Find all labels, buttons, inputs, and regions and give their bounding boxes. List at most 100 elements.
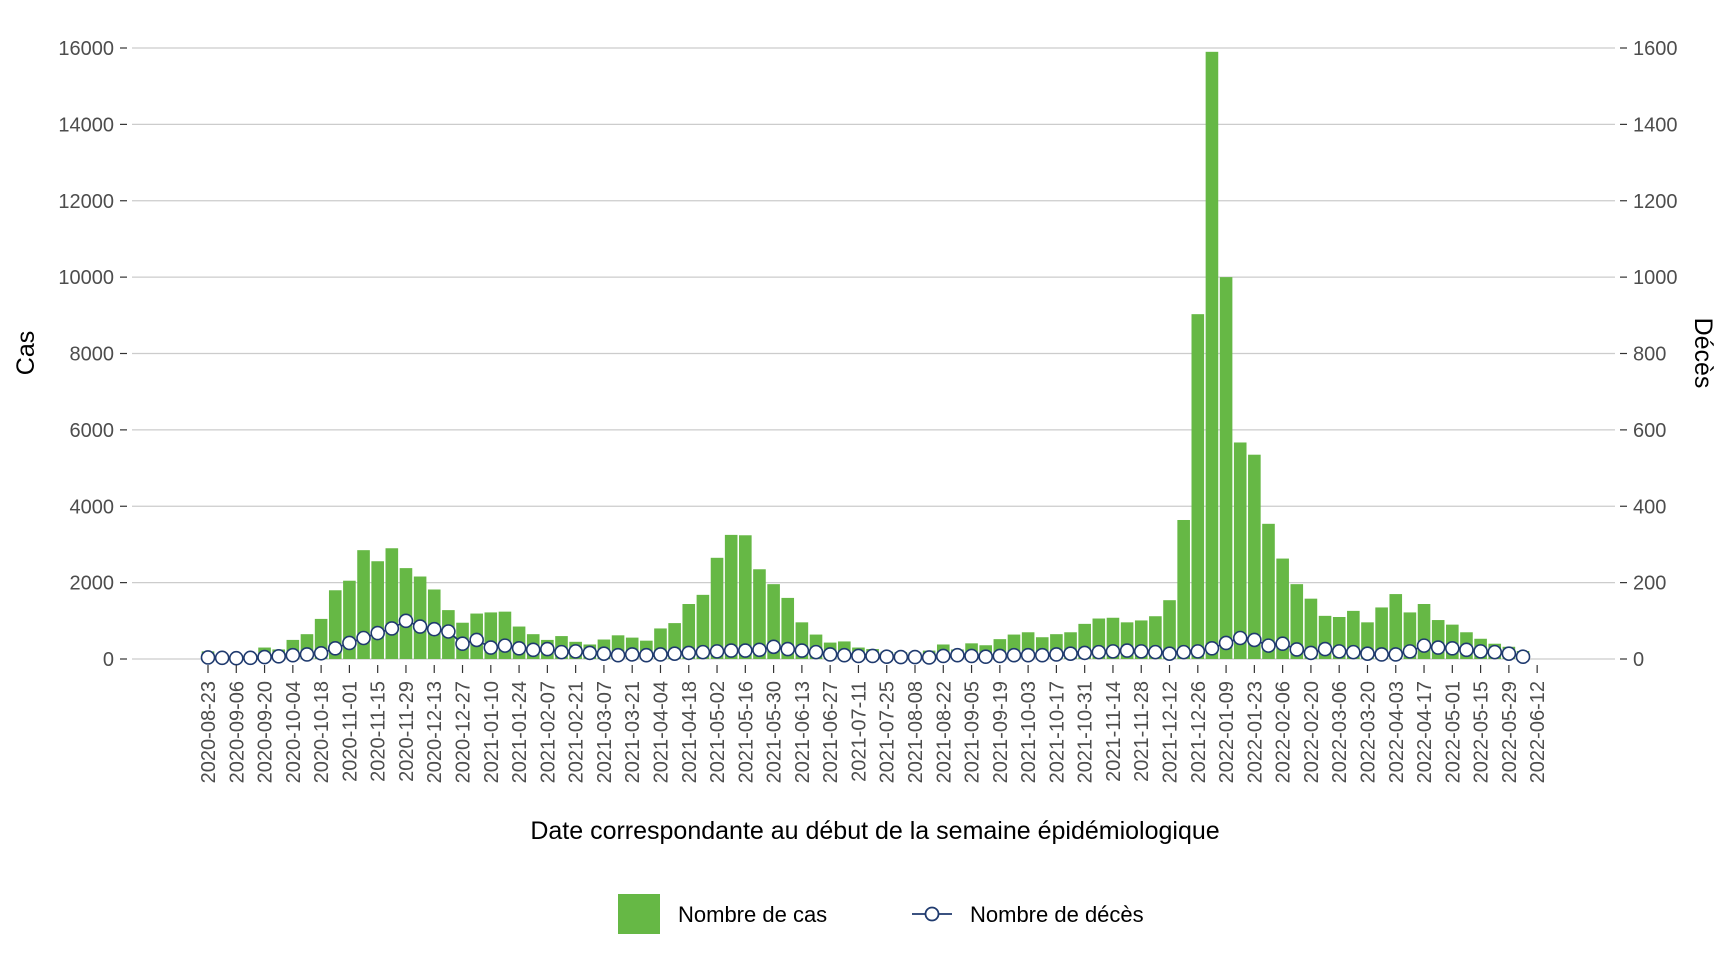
left-tick-label-0: 0 [103, 649, 114, 671]
legend-label-deaths: Nombre de décès [970, 902, 1144, 927]
right-tick-label-0: 0 [1633, 649, 1644, 671]
left-tick-label-16000: 16000 [58, 38, 114, 60]
x-tick-label-2021-09-05: 2021-09-05 [962, 681, 984, 783]
point-2022-03-13 [1346, 644, 1361, 660]
point-2021-03-07 [596, 646, 612, 661]
x-tick-label-2021-11-28: 2021-11-28 [1131, 681, 1153, 782]
point-2021-06-20 [808, 644, 824, 660]
x-tick-label-2022-05-29: 2022-05-29 [1499, 681, 1521, 783]
x-tick-label-2021-09-19: 2021-09-19 [990, 681, 1012, 783]
point-2021-08-08 [907, 649, 923, 665]
point-2022-05-01 [1445, 641, 1460, 656]
x-tick-label-2021-06-13: 2021-06-13 [792, 681, 814, 783]
bar-2022-01-02 [1205, 51, 1219, 660]
point-2021-04-18 [681, 645, 697, 661]
point-2021-01-10 [483, 640, 499, 655]
point-2021-11-14 [1105, 644, 1121, 659]
y-axis-title: Cas [12, 331, 40, 375]
x-tick-label-2020-09-06: 2020-09-06 [226, 681, 248, 783]
point-2021-08-22 [935, 648, 951, 664]
x-tick-label-2021-10-17: 2021-10-17 [1046, 681, 1068, 783]
x-tick-label-2021-07-11: 2021-07-11 [848, 681, 870, 782]
point-2021-01-24 [511, 641, 527, 656]
x-tick-label-2021-08-22: 2021-08-22 [933, 681, 955, 783]
point-2020-12-06 [412, 619, 428, 634]
x-tick-label-2022-05-01: 2022-05-01 [1442, 681, 1464, 783]
right-tick-label-800: 800 [1633, 344, 1666, 366]
point-2022-05-08 [1459, 642, 1474, 658]
point-2021-10-10 [1034, 647, 1050, 663]
bar-2020-11-22 [385, 548, 399, 659]
point-2020-10-18 [313, 645, 329, 661]
point-2022-01-23 [1247, 632, 1262, 648]
point-2021-05-30 [766, 639, 781, 655]
x-tick-label-2020-09-20: 2020-09-20 [255, 681, 277, 783]
x-tick-label-2021-04-04: 2021-04-04 [650, 681, 672, 783]
point-2021-05-02 [709, 644, 725, 659]
point-2022-01-30 [1261, 638, 1276, 653]
x-tick-label-2021-12-12: 2021-12-12 [1160, 681, 1182, 783]
point-2021-07-11 [851, 648, 866, 664]
left-tick-label-14000: 14000 [58, 114, 114, 136]
bar-2021-05-16 [739, 535, 752, 659]
point-2021-03-14 [610, 647, 626, 663]
x-tick-label-2021-02-21: 2021-02-21 [566, 681, 588, 783]
x-tick-label-2021-05-16: 2021-05-16 [735, 681, 757, 783]
point-2020-12-13 [426, 621, 442, 637]
x-tick-label-2020-11-01: 2020-11-01 [339, 681, 361, 782]
bar-2021-05-09 [724, 534, 738, 659]
point-2021-04-11 [667, 646, 682, 661]
bar-2021-04-25 [696, 594, 710, 659]
x-tick-label-2020-08-23: 2020-08-23 [198, 681, 220, 783]
point-2020-11-29 [398, 613, 414, 629]
bar-2022-03-27 [1375, 607, 1388, 659]
bar-2021-04-18 [682, 604, 696, 659]
point-2022-04-17 [1416, 638, 1432, 653]
x-axis: 2020-08-23 2020-09-06 2020-09-20 2020-10-04… [198, 665, 1549, 783]
gridlines [132, 47, 1615, 660]
point-2021-06-13 [794, 643, 810, 658]
x-tick-label-2021-10-31: 2021-10-31 [1075, 681, 1097, 783]
x-tick-label-2020-12-27: 2020-12-27 [453, 681, 475, 783]
point-2020-10-11 [299, 647, 315, 662]
right-tick-label-1000: 1000 [1633, 267, 1678, 289]
left-axis: 0 2000 4000 6000 8000 10000 12000 14000 16000 [58, 38, 127, 671]
point-2021-10-31 [1077, 645, 1092, 661]
point-2021-05-23 [752, 642, 767, 658]
x-tick-label-2021-05-02: 2021-05-02 [707, 681, 729, 783]
x-tick-label-2022-04-17: 2022-04-17 [1414, 681, 1436, 783]
point-2021-04-04 [653, 647, 668, 662]
x-tick-label-2021-03-07: 2021-03-07 [594, 681, 616, 783]
x-tick-label-2020-11-15: 2020-11-15 [368, 681, 390, 782]
x-tick-label-2022-01-09: 2022-01-09 [1216, 681, 1238, 783]
point-2021-04-25 [695, 644, 711, 660]
point-2021-02-14 [554, 644, 569, 660]
point-2021-09-12 [978, 649, 994, 665]
x-tick-label-2022-06-12: 2022-06-12 [1527, 681, 1549, 783]
point-2022-01-02 [1204, 641, 1220, 656]
point-2022-02-27 [1317, 641, 1333, 657]
point-2022-05-15 [1473, 644, 1488, 659]
point-2022-02-13 [1289, 642, 1305, 657]
point-2021-03-28 [639, 647, 654, 663]
bar-2020-12-06 [413, 576, 427, 659]
point-2022-03-20 [1360, 646, 1375, 661]
right-tick-label-400: 400 [1633, 496, 1666, 518]
bar-2021-12-26 [1191, 314, 1205, 659]
point-2021-09-05 [964, 648, 979, 664]
right-tick-label-1600: 1600 [1633, 38, 1678, 60]
bar-2022-01-16 [1233, 442, 1247, 659]
x-tick-label-2022-03-20: 2022-03-20 [1357, 681, 1379, 783]
point-2021-06-06 [780, 641, 796, 657]
point-2022-05-22 [1487, 644, 1503, 660]
left-tick-label-12000: 12000 [58, 191, 114, 213]
point-2021-11-21 [1119, 643, 1135, 658]
legend-swatch-cases [618, 894, 660, 934]
left-tick-label-6000: 6000 [70, 420, 115, 442]
point-2021-08-15 [921, 650, 937, 665]
deaths-points [200, 613, 1531, 666]
point-2021-03-21 [624, 647, 640, 662]
point-2020-09-06 [228, 650, 244, 666]
point-2020-09-13 [243, 650, 258, 666]
